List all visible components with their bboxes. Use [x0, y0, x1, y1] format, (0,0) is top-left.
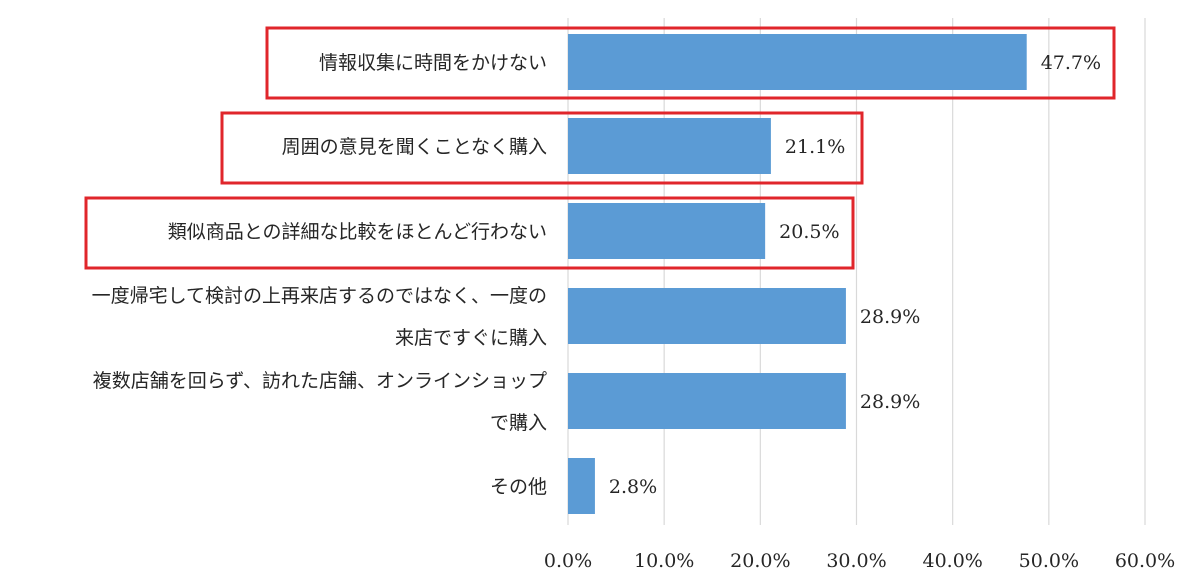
data-label: 47.7% — [1041, 52, 1101, 74]
bar — [568, 458, 595, 514]
grid-lines — [567, 18, 1146, 525]
bar — [568, 203, 766, 259]
data-label: 20.5% — [779, 221, 839, 243]
bar — [568, 118, 771, 174]
x-tick-label: 60.0% — [1115, 550, 1175, 572]
x-axis-tick-labels: 0.0% 10.0% 20.0% 30.0% 40.0% 50.0% 60.0% — [544, 550, 1175, 572]
category-label: 情報収集に時間をかけない — [319, 52, 547, 74]
data-label: 2.8% — [609, 476, 657, 498]
category-label: 複数店舗を回らず、訪れた店舗、オンラインショップ — [93, 370, 547, 392]
highlight-box — [84, 196, 855, 270]
category-label: 来店ですぐに購入 — [395, 327, 547, 349]
category-label: 周囲の意見を聞くことなく購入 — [282, 136, 547, 158]
bar — [568, 34, 1027, 90]
highlight-box — [220, 111, 864, 185]
x-tick-label: 30.0% — [826, 550, 886, 572]
data-label: 21.1% — [785, 136, 845, 158]
x-tick-label: 40.0% — [922, 550, 982, 572]
bar — [568, 288, 846, 344]
category-label: 類似商品との詳細な比較をほとんど行わない — [168, 221, 547, 243]
category-label: その他 — [490, 476, 547, 498]
x-tick-label: 50.0% — [1019, 550, 1079, 572]
category-label: で購入 — [490, 412, 547, 434]
highlight-box — [265, 26, 1116, 100]
category-label: 一度帰宅して検討の上再来店するのではなく、一度の — [92, 285, 547, 307]
bar — [568, 373, 846, 429]
bars — [568, 34, 1027, 514]
data-label: 28.9% — [860, 391, 920, 413]
x-tick-label: 10.0% — [634, 550, 694, 572]
category-labels: 情報収集に時間をかけない周囲の意見を聞くことなく購入類似商品との詳細な比較をほと… — [92, 52, 547, 498]
value-labels: 47.7% 21.1% 20.5% 28.9% 28.9% 2.8% — [609, 52, 1101, 498]
highlight-boxes — [84, 26, 1116, 270]
x-tick-label: 20.0% — [730, 550, 790, 572]
x-tick-label: 0.0% — [544, 550, 592, 572]
data-label: 28.9% — [860, 306, 920, 328]
